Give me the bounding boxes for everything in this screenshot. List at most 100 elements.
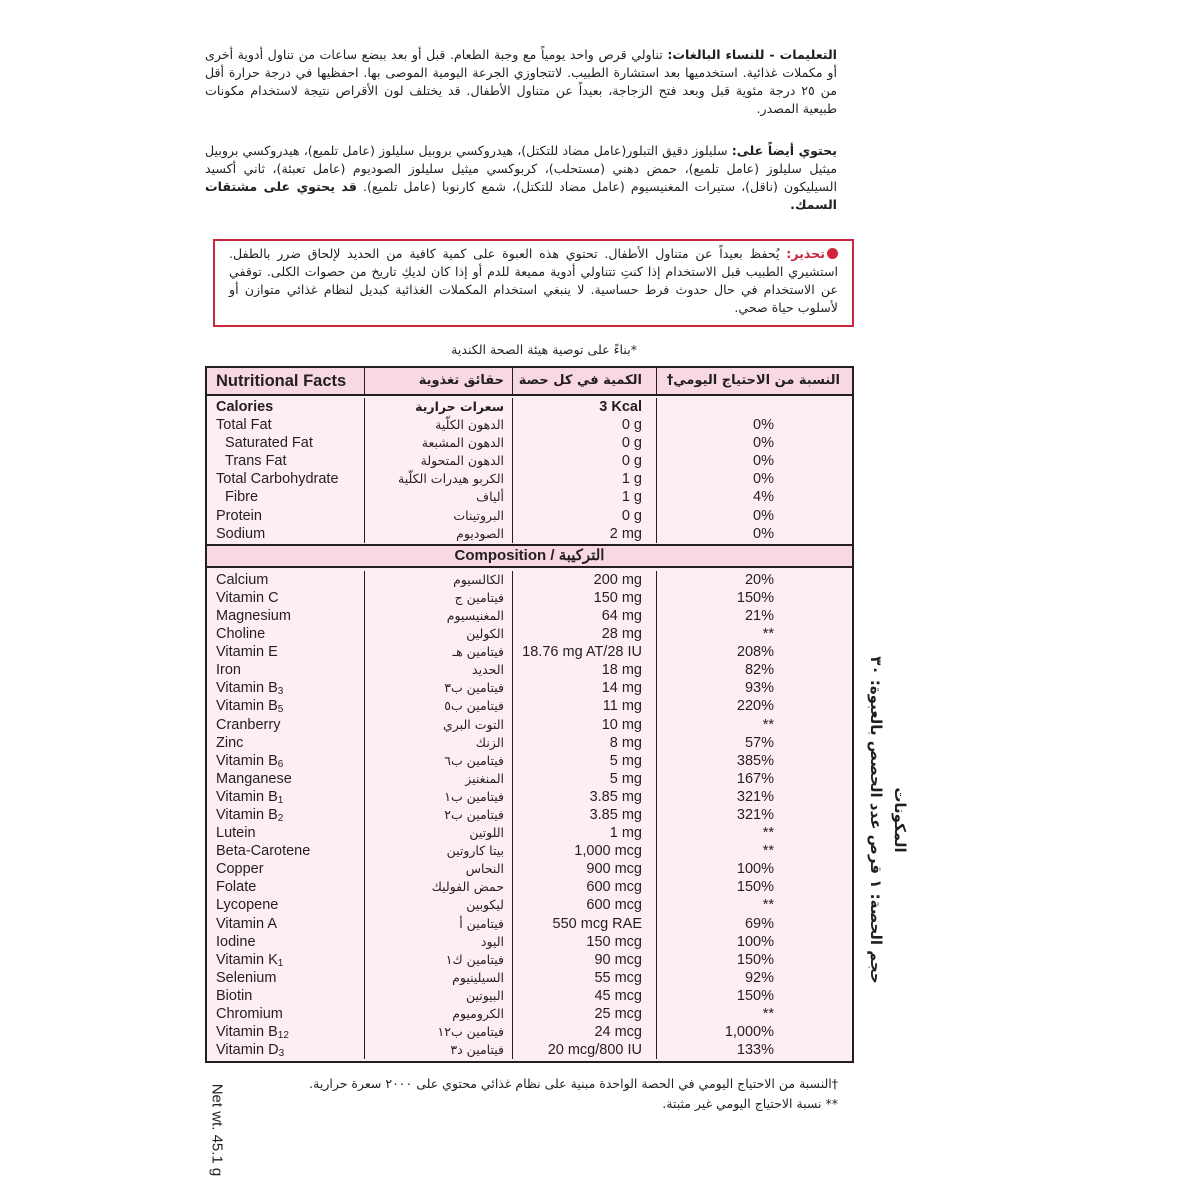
ingredient-name: Vitamin B6 [216, 752, 364, 770]
ingredient-name: Iodine [216, 933, 364, 951]
ingredient-name-arabic: المنغنيز [465, 770, 504, 786]
footnote-not-established: ** نسبة الاحتياج اليومي غير مثبتة. [662, 1096, 838, 1111]
ingredient-name: Calcium [216, 571, 364, 589]
ingredient-daily-value: ** [762, 716, 774, 733]
header-arabic: حقائق تغذوية [365, 368, 513, 394]
ingredient-name: Manganese [216, 770, 364, 788]
ingredient-subscript: 2 [277, 812, 284, 824]
ingredient-label: Calcium [216, 571, 269, 588]
ingredient-label: Folate [216, 879, 257, 896]
ingredient-amount: 600 mcg [586, 897, 642, 914]
ingredient-amount: 90 mcg [594, 951, 642, 968]
nutrient-name-arabic: الدهون المشبعة [421, 435, 504, 451]
nutrient-name-arabic: البروتينات [453, 507, 504, 523]
ingredient-label: Vitamin E [216, 644, 278, 661]
ingredient-name: Cranberry [216, 716, 364, 734]
ingredient-subscript: 12 [277, 1030, 289, 1042]
ingredient-amount: 10 mg [601, 716, 642, 733]
ingredient-label: Cranberry [216, 716, 281, 733]
ingredient-name: Vitamin B3 [216, 679, 364, 697]
nutrient-name: Saturated Fat [225, 435, 313, 452]
side-panel: المكونات حجم الحصة: ١ قرص عدد الحصص بالع… [864, 600, 912, 1040]
ingredient-daily-value: ** [762, 626, 774, 643]
ingredient-label: Beta-Carotene [216, 843, 311, 860]
ingredient-amount: 1,000 mcg [574, 843, 642, 860]
nutrition-rows: Calories Total Fat Saturated Fat Trans Fa… [207, 396, 852, 544]
header-amount: الكمية في كل حصة [513, 368, 657, 394]
nutrient-name-arabic: الكربو هيدرات الكلّية [398, 471, 504, 487]
ingredient-daily-value: ** [762, 825, 774, 842]
ingredient-label: Chromium [216, 1006, 283, 1022]
ingredient-name-arabic: فيتامين ب٥ [444, 698, 504, 714]
ingredient-label: Vitamin B [216, 1024, 278, 1041]
warning-title: تحذير: [786, 246, 825, 261]
ingredient-name: Vitamin B12 [216, 1023, 364, 1041]
ingredient-name-arabic: حمض الفوليك [431, 879, 504, 895]
ingredient-daily-value: 100% [736, 861, 774, 878]
table-column: 200 mg 150 mg 64 mg 28 mg 18.76 mg AT/28 IU 1… [513, 570, 657, 1060]
nutrient-amount: 1 g [621, 489, 642, 506]
header-english: Nutritional Facts [207, 368, 365, 394]
ingredient-amount: 14 mg [601, 680, 642, 697]
ingredient-name-arabic: الكولين [466, 626, 504, 642]
footnote-daily-value: †النسبة من الاحتياج اليومي في الحصة الوا… [309, 1076, 838, 1091]
serving-size-text: حجم الحصة: ١ قرص عدد الحصص بالعبوة: ٣٠ [867, 656, 885, 984]
ingredient-label: Magnesium [216, 607, 291, 624]
nutrient-daily-value: 0% [753, 471, 774, 488]
ingredient-name: Lycopene [216, 896, 364, 914]
ingredient-name: Biotin [216, 987, 364, 1005]
ingredients-heading: المكونات [891, 787, 909, 853]
ingredient-subscript: 1 [277, 794, 284, 806]
ingredient-name-arabic: النحاس [465, 861, 504, 877]
ingredient-amount: 200 mg [593, 571, 642, 588]
ingredient-daily-value: 82% [744, 662, 774, 679]
header-daily-value: النسبة من الاحتياج اليومي† [666, 373, 840, 388]
ingredient-amount: 18.76 mg AT/28 IU [522, 644, 642, 661]
ingredient-name-arabic: التوت البري [443, 716, 504, 732]
composition-rows: Calcium Vitamin C Magnesium Choline Vitamin … [207, 568, 852, 1062]
ingredient-label: Vitamin B [216, 806, 278, 823]
ingredient-daily-value: 150% [736, 589, 774, 606]
ingredient-daily-value: 167% [736, 770, 774, 787]
ingredient-daily-value: 150% [736, 987, 774, 1004]
table-column: سعرات حرارية الدهون الكلّية الدهون المشبعة… [365, 398, 513, 543]
net-weight: Net wt. 45.1 g [208, 1083, 226, 1177]
ingredient-name: Beta-Carotene [216, 842, 364, 860]
health-canada-note: *بناءً على توصية هيئة الصحة الكندية [451, 342, 637, 357]
ingredient-daily-value: 92% [744, 969, 774, 986]
nutrient-daily-value [657, 398, 774, 416]
ingredient-label: Vitamin B [216, 698, 278, 715]
nutrient-name: Total Fat [216, 417, 272, 434]
ingredient-name-arabic: فيتامين ب١٢ [437, 1024, 505, 1040]
table-column: 20% 150% 21% ** 208% 82% 93% 220% ** 57% 385% 167% 3… [657, 571, 852, 1060]
nutrient-name-arabic: سعرات حرارية [415, 399, 504, 414]
ingredient-daily-value: 93% [744, 680, 774, 697]
ingredient-amount: 8 mg [609, 734, 642, 751]
ingredient-name-arabic: الزنك [475, 734, 504, 750]
ingredient-amount: 1 mg [609, 825, 642, 842]
nutrient-amount: 0 g [621, 453, 642, 470]
ingredient-amount: 18 mg [601, 662, 642, 679]
ingredient-name-arabic: الكروميوم [452, 1006, 504, 1021]
ingredient-name: Vitamin A [216, 915, 364, 933]
nutrition-facts-table: Nutritional Facts حقائق تغذوية الكمية في… [205, 366, 854, 1064]
ingredient-amount: 20 mcg/800 IU [547, 1042, 642, 1059]
also-contains-title: يحتوي أيضاً على: [731, 143, 837, 158]
nutrient-amount: 0 g [621, 507, 642, 524]
ingredient-amount: 25 mcg [594, 1006, 642, 1022]
ingredient-name: Folate [216, 878, 364, 896]
ingredient-name: Copper [216, 860, 364, 878]
ingredient-label: Vitamin K [216, 951, 278, 968]
table-column: الكالسيوم فيتامين ج المغنيسيوم الكولين فيتام… [365, 570, 513, 1060]
nutrient-amount: 1 g [621, 471, 642, 488]
ingredient-daily-value: ** [762, 843, 774, 860]
ingredient-name: Vitamin K1 [216, 951, 364, 969]
nutrient-daily-value: 0% [753, 453, 774, 470]
ingredient-daily-value: ** [762, 1006, 774, 1022]
ingredient-daily-value: 133% [736, 1042, 774, 1059]
ingredient-amount: 3.85 mg [589, 788, 642, 805]
nutrient-amount: 3 Kcal [599, 399, 642, 415]
ingredient-name-arabic: اليود [480, 933, 504, 949]
ingredient-amount: 64 mg [601, 607, 642, 624]
warning-bullet-icon [826, 248, 838, 259]
